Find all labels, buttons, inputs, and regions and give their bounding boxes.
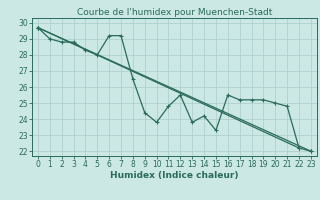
Text: Courbe de l'humidex pour Muenchen-Stadt: Courbe de l'humidex pour Muenchen-Stadt: [77, 8, 272, 17]
X-axis label: Humidex (Indice chaleur): Humidex (Indice chaleur): [110, 171, 239, 180]
